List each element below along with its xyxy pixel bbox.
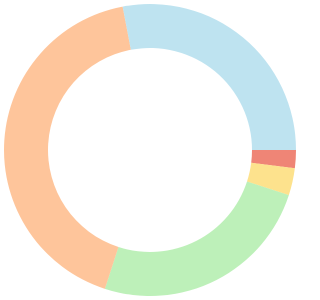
donut-slice <box>247 162 295 196</box>
donut-slice <box>122 4 296 151</box>
page: {"chart_data": {"type": "donut", "values… <box>3 4 296 296</box>
donut-slice <box>3 6 131 289</box>
donut-slice <box>251 150 296 169</box>
donut-slice <box>104 181 289 296</box>
chart <box>3 4 296 296</box>
